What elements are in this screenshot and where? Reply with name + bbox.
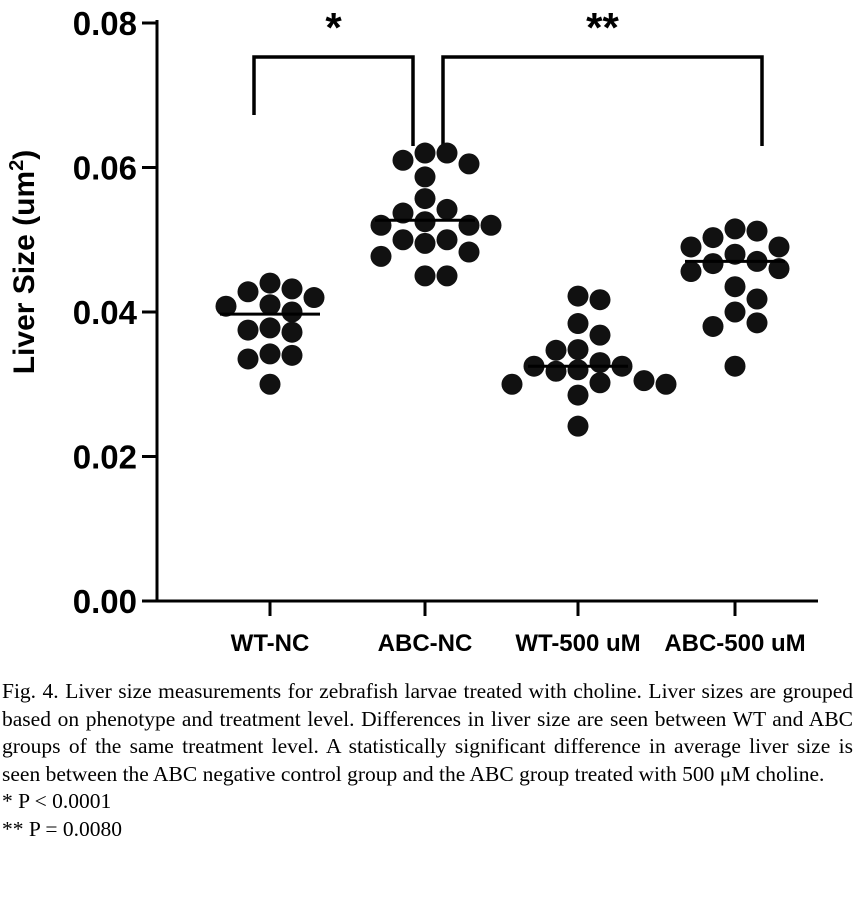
figure-caption: Fig. 4. Liver size measurements for zebr…	[2, 678, 853, 843]
data-point	[392, 229, 414, 251]
data-point	[414, 166, 436, 188]
data-point	[746, 312, 768, 334]
data-point	[501, 373, 523, 395]
x-tick-label: ABC-500 uM	[664, 630, 805, 657]
data-point	[281, 321, 303, 343]
mean-lines	[220, 218, 785, 368]
significance-marker: **	[586, 4, 619, 51]
data-point	[458, 153, 480, 175]
data-point	[281, 344, 303, 366]
data-point	[370, 245, 392, 267]
data-point	[702, 227, 724, 249]
significance-marker: *	[325, 4, 342, 51]
data-point	[545, 360, 567, 382]
data-point	[436, 198, 458, 220]
data-point	[633, 370, 655, 392]
data-point	[237, 319, 259, 341]
y-tick-label: 0.08	[73, 5, 137, 42]
y-tick-label: 0.02	[73, 439, 137, 476]
data-point	[259, 373, 281, 395]
data-point	[567, 359, 589, 381]
data-point	[259, 272, 281, 294]
data-point	[480, 214, 502, 236]
data-point	[370, 214, 392, 236]
data-point	[436, 229, 458, 251]
data-point	[746, 288, 768, 310]
data-point	[458, 241, 480, 263]
data-point	[589, 352, 611, 374]
y-axis-label-text: Liver Size (um	[8, 171, 41, 374]
data-point	[567, 313, 589, 335]
data-point	[724, 243, 746, 265]
data-point	[589, 289, 611, 311]
data-point	[392, 202, 414, 224]
caption-pvalue-1: * P < 0.0001	[2, 789, 112, 813]
x-tick-label: ABC-NC	[378, 630, 473, 657]
data-point	[303, 287, 325, 309]
y-axis-label-superscript: 2	[6, 160, 28, 171]
data-point	[680, 261, 702, 283]
x-axis: WT-NC ABC-NC WT-500 uM ABC-500 uM	[155, 599, 818, 657]
data-point	[237, 348, 259, 370]
data-point	[768, 258, 790, 280]
caption-pvalue-2: ** P = 0.0080	[2, 816, 123, 841]
y-tick-label: 0.06	[73, 150, 137, 187]
data-point	[259, 294, 281, 316]
y-tick-label: 0.04	[73, 294, 138, 331]
data-point	[724, 355, 746, 377]
y-axis-label-close: )	[8, 150, 41, 160]
data-point	[259, 317, 281, 339]
data-point	[414, 232, 436, 254]
data-point	[545, 339, 567, 361]
data-point	[281, 278, 303, 300]
data-point	[702, 253, 724, 275]
significance-brackets: * **	[252, 4, 764, 146]
significance-bracket	[252, 55, 415, 146]
data-point	[567, 384, 589, 406]
data-point	[589, 324, 611, 346]
data-points	[215, 142, 790, 437]
data-point	[746, 220, 768, 242]
caption-text: Fig. 4. Liver size measurements for zebr…	[2, 679, 853, 786]
data-point	[436, 142, 458, 164]
y-axis-label: Liver Size (um2)	[6, 150, 41, 375]
data-point	[724, 301, 746, 323]
data-point	[259, 343, 281, 365]
scatter-chart: 0.00 0.02 0.04 0.06 0.08 WT-NC ABC-NC WT-500 u…	[6, 4, 818, 657]
y-tick-label: 0.00	[73, 583, 137, 620]
data-point	[724, 218, 746, 240]
y-axis: 0.00 0.02 0.04 0.06 0.08	[73, 5, 159, 620]
x-tick-label: WT-500 uM	[515, 630, 640, 657]
data-point	[237, 281, 259, 303]
data-point	[589, 372, 611, 394]
data-point	[392, 149, 414, 171]
significance-bracket	[441, 55, 764, 146]
data-point	[724, 276, 746, 298]
x-tick-label: WT-NC	[231, 630, 310, 657]
data-point	[414, 188, 436, 210]
data-point	[655, 373, 677, 395]
data-point	[702, 315, 724, 337]
data-point	[768, 236, 790, 258]
data-point	[414, 265, 436, 287]
data-point	[215, 295, 237, 317]
data-point	[567, 415, 589, 437]
data-point	[567, 339, 589, 361]
data-point	[436, 265, 458, 287]
data-point	[680, 236, 702, 258]
data-point	[458, 214, 480, 236]
data-point	[281, 301, 303, 323]
data-point	[414, 142, 436, 164]
data-point	[567, 285, 589, 307]
